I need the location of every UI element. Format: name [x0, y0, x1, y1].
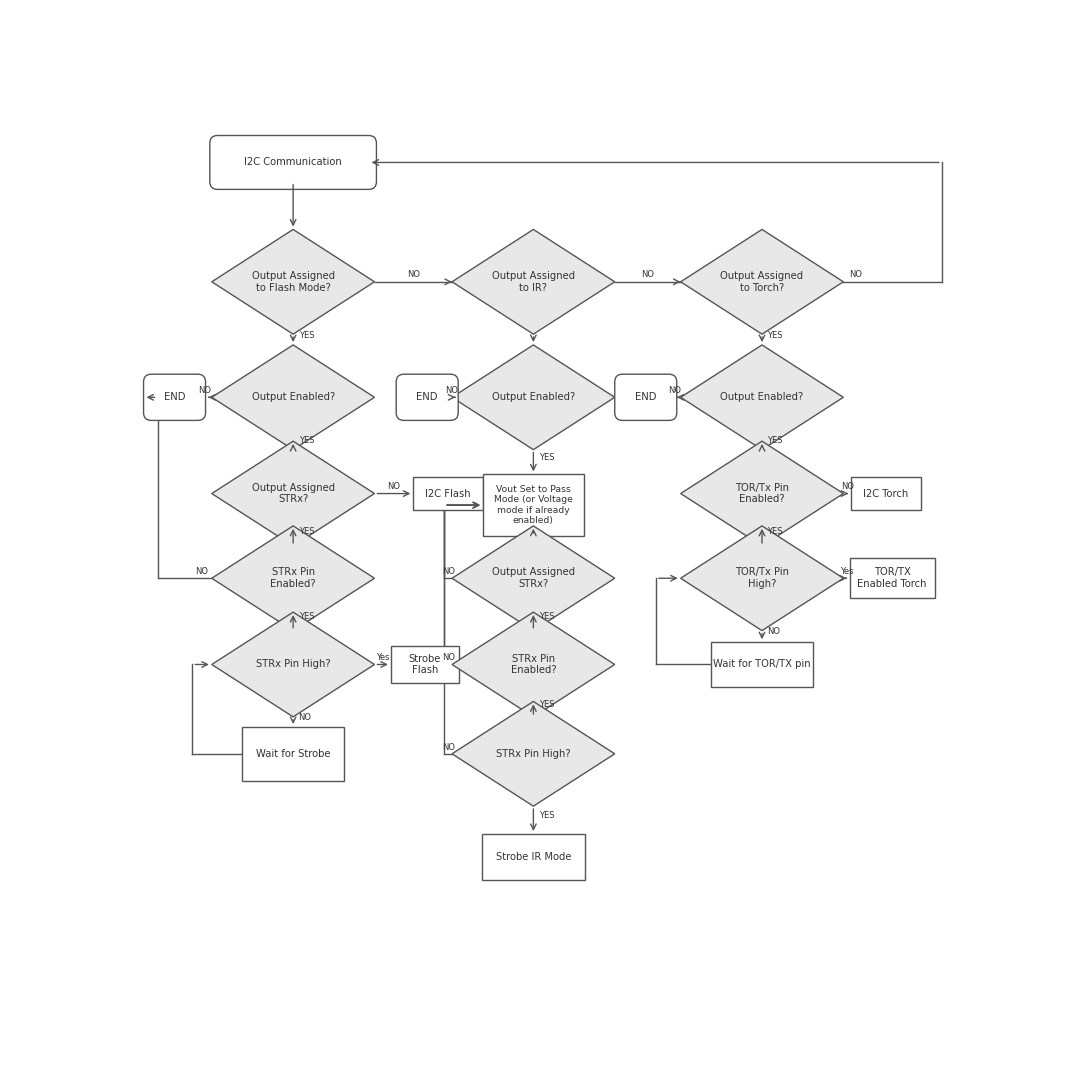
Text: I2C Torch: I2C Torch: [863, 489, 909, 498]
Text: STRx Pin
Enabled?: STRx Pin Enabled?: [271, 568, 316, 589]
Text: Output Enabled?: Output Enabled?: [721, 392, 803, 403]
Text: YES: YES: [539, 453, 554, 462]
FancyBboxPatch shape: [614, 374, 677, 421]
FancyBboxPatch shape: [482, 834, 584, 880]
Text: NO: NO: [199, 386, 212, 395]
Text: I2C Flash: I2C Flash: [425, 489, 470, 498]
Text: NO: NO: [445, 386, 458, 395]
Text: YES: YES: [299, 330, 314, 340]
Text: NO: NO: [441, 653, 454, 662]
Text: YES: YES: [539, 700, 554, 709]
Polygon shape: [452, 702, 614, 806]
Polygon shape: [212, 526, 375, 630]
Text: NO: NO: [841, 482, 854, 491]
Text: YES: YES: [539, 812, 554, 820]
FancyBboxPatch shape: [242, 726, 345, 781]
Text: Output Assigned
STRx?: Output Assigned STRx?: [251, 482, 335, 505]
Text: NO: NO: [441, 567, 454, 576]
Text: Output Enabled?: Output Enabled?: [492, 392, 575, 403]
FancyBboxPatch shape: [851, 477, 920, 510]
Text: YES: YES: [299, 612, 314, 621]
Text: NO: NO: [768, 627, 781, 637]
FancyBboxPatch shape: [850, 558, 934, 599]
Text: YES: YES: [299, 437, 314, 445]
Text: Output Assigned
STRx?: Output Assigned STRx?: [492, 568, 575, 589]
Text: STRx Pin High?: STRx Pin High?: [256, 659, 331, 670]
Polygon shape: [212, 229, 375, 334]
FancyBboxPatch shape: [391, 646, 459, 683]
Text: Wait for TOR/TX pin: Wait for TOR/TX pin: [713, 659, 811, 670]
Text: Wait for Strobe: Wait for Strobe: [256, 749, 331, 758]
Text: YES: YES: [768, 527, 783, 536]
Text: TOR/Tx Pin
Enabled?: TOR/Tx Pin Enabled?: [735, 482, 789, 505]
FancyBboxPatch shape: [413, 477, 483, 510]
Text: NO: NO: [641, 271, 654, 279]
Text: NO: NO: [194, 567, 208, 576]
Polygon shape: [681, 229, 843, 334]
Text: Strobe IR Mode: Strobe IR Mode: [495, 852, 571, 862]
Polygon shape: [452, 229, 614, 334]
Text: YES: YES: [768, 437, 783, 445]
Polygon shape: [212, 612, 375, 717]
FancyBboxPatch shape: [396, 374, 459, 421]
Text: NO: NO: [388, 482, 401, 491]
Text: NO: NO: [441, 742, 454, 752]
Polygon shape: [212, 345, 375, 449]
Polygon shape: [681, 345, 843, 449]
Text: Strobe
Flash: Strobe Flash: [409, 654, 441, 675]
Text: Output Assigned
to Flash Mode?: Output Assigned to Flash Mode?: [251, 271, 335, 293]
Text: TOR/TX
Enabled Torch: TOR/TX Enabled Torch: [857, 568, 927, 589]
Polygon shape: [452, 526, 614, 630]
Text: Yes: Yes: [840, 567, 853, 576]
Text: STRx Pin High?: STRx Pin High?: [496, 749, 570, 758]
Text: Output Assigned
to Torch?: Output Assigned to Torch?: [721, 271, 803, 293]
Polygon shape: [681, 441, 843, 546]
Polygon shape: [212, 441, 375, 546]
Text: STRx Pin
Enabled?: STRx Pin Enabled?: [510, 654, 556, 675]
Text: YES: YES: [768, 330, 783, 340]
Text: NO: NO: [299, 712, 311, 722]
Text: END: END: [164, 392, 186, 403]
Polygon shape: [452, 612, 614, 717]
Text: END: END: [417, 392, 438, 403]
Text: NO: NO: [850, 271, 862, 279]
Text: Vout Set to Pass
Mode (or Voltage
mode if already
enabled): Vout Set to Pass Mode (or Voltage mode i…: [494, 485, 572, 525]
Text: NO: NO: [407, 271, 420, 279]
Text: Output Enabled?: Output Enabled?: [251, 392, 335, 403]
Text: I2C Communication: I2C Communication: [244, 158, 342, 167]
Polygon shape: [681, 526, 843, 630]
Text: Output Assigned
to IR?: Output Assigned to IR?: [492, 271, 575, 293]
FancyBboxPatch shape: [483, 474, 584, 536]
Text: YES: YES: [539, 612, 554, 621]
Text: Yes: Yes: [376, 653, 390, 662]
FancyBboxPatch shape: [144, 374, 205, 421]
Polygon shape: [452, 345, 614, 449]
FancyBboxPatch shape: [209, 135, 377, 190]
Text: END: END: [635, 392, 656, 403]
Text: TOR/Tx Pin
High?: TOR/Tx Pin High?: [735, 568, 789, 589]
FancyBboxPatch shape: [711, 642, 813, 687]
Text: NO: NO: [668, 386, 681, 395]
Text: YES: YES: [299, 527, 314, 536]
